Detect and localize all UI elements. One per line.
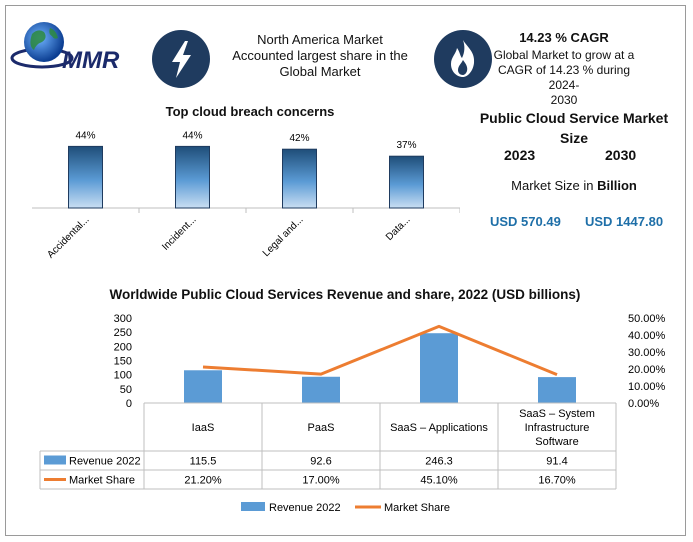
- logo-text: MMR: [62, 47, 120, 74]
- year-2030: 2030: [605, 147, 637, 163]
- table-category-header-line: Software: [535, 436, 578, 448]
- market-size-label-unit: Billion: [597, 178, 637, 193]
- revenue-bar: [302, 376, 340, 403]
- breach-bar: [282, 148, 317, 209]
- na-line3: Global Market: [279, 64, 361, 79]
- table-category-header: SaaS – System Infrastructure Software: [519, 408, 595, 448]
- y-right-tick-label: 50.00%: [628, 313, 666, 325]
- y-left-tick-label: 0: [126, 398, 132, 410]
- revenue-table-value: 92.6: [310, 456, 331, 468]
- y-left-tick-label: 50: [120, 384, 132, 396]
- lightning-icon-badge: [152, 30, 210, 88]
- infographic-frame: [5, 5, 686, 536]
- table-category-header: SaaS – Applications: [390, 422, 488, 434]
- y-left-tick-label: 100: [114, 370, 132, 382]
- breach-category-label: Incident...: [160, 214, 198, 252]
- market-size-title-line1: Public Cloud Service Market: [479, 110, 669, 126]
- cagr-title: 14.23 % CAGR: [519, 30, 609, 45]
- breach-category-label: Legal and...: [261, 214, 306, 259]
- value-2030: USD 1447.80: [585, 214, 664, 229]
- legend-revenue-swatch: [241, 502, 265, 511]
- y-right-tick-label: 20.00%: [628, 364, 666, 376]
- breach-category-label: Accidental...: [45, 214, 91, 260]
- table-category-header: PaaS: [308, 422, 335, 434]
- legend-share-label: Market Share: [384, 502, 450, 514]
- table-category-header: IaaS: [192, 422, 215, 434]
- revenue-share-chart: 300 250 200 150 100 50 0 50.00% 40.00% 30.00% 20.0…: [39, 313, 666, 514]
- cagr-line3: 2030: [550, 93, 578, 107]
- y-left-tick-label: 300: [114, 313, 132, 325]
- cagr-line2: CAGR of 14.23 % during 2024-: [497, 63, 631, 92]
- na-line1: North America Market: [257, 32, 383, 47]
- y-left-tick-label: 150: [114, 356, 132, 368]
- share-table-value: 21.20%: [184, 475, 222, 487]
- breach-data-label: 42%: [289, 133, 309, 144]
- market-size-title-line2: Size: [559, 130, 588, 146]
- market-share-line: [202, 324, 558, 376]
- share-row-label: Market Share: [69, 475, 135, 487]
- share-table-value: 45.10%: [420, 475, 458, 487]
- logo: MMR: [10, 16, 140, 76]
- revenue-table-value: 115.5: [190, 456, 217, 468]
- year-2023: 2023: [504, 147, 536, 163]
- market-size-label-prefix: Market Size in: [511, 178, 598, 193]
- y-left-tick-label: 250: [114, 327, 132, 339]
- revenue-legend-key: [44, 455, 66, 465]
- legend-revenue-label: Revenue 2022: [269, 502, 341, 514]
- cagr-line1: Global Market to grow at a: [493, 48, 635, 62]
- breach-bar: [175, 145, 210, 209]
- revenue-row-label: Revenue 2022: [69, 456, 141, 468]
- lightning-bolt-icon: [172, 41, 191, 78]
- table-category-header-line: IaaS: [192, 422, 215, 434]
- globe-icon: MMR: [10, 22, 120, 74]
- cagr-box: 14.23 % CAGR Global Market to grow at a …: [488, 30, 640, 108]
- y-right-tick-label: 10.00%: [628, 381, 666, 393]
- flame-icon-badge: [434, 30, 492, 88]
- table-category-header-line: PaaS: [308, 422, 335, 434]
- revenue-table-value: 91.4: [546, 456, 567, 468]
- share-table-value: 17.00%: [302, 475, 340, 487]
- value-2023: USD 570.49: [490, 214, 561, 229]
- breach-bar: [389, 155, 424, 209]
- breach-data-label: 44%: [75, 130, 95, 141]
- north-america-box: North America Market Accounted largest s…: [222, 32, 418, 80]
- breach-data-label: 44%: [182, 130, 202, 141]
- breach-concerns-chart: 44% Accidental... 44% Incident... 42% Legal a…: [32, 130, 460, 261]
- table-category-header-line: Infrastructure: [525, 422, 590, 434]
- breach-category-label: Data...: [384, 214, 413, 243]
- revenue-bar: [538, 377, 576, 403]
- market-size-title: Public Cloud Service Market Size: [470, 108, 678, 148]
- y-right-tick-label: 40.00%: [628, 330, 666, 342]
- revenue-bar: [184, 370, 222, 403]
- y-right-tick-label: 30.00%: [628, 347, 666, 359]
- share-table-value: 16.70%: [538, 475, 576, 487]
- revenue-bar: [420, 333, 458, 403]
- breach-data-label: 37%: [396, 140, 416, 151]
- revenue-chart-title: Worldwide Public Cloud Services Revenue …: [109, 287, 581, 302]
- y-right-tick-label: 0.00%: [628, 398, 659, 410]
- breach-chart-title: Top cloud breach concerns: [165, 104, 335, 119]
- table-category-header-line: SaaS – System: [519, 408, 595, 420]
- flame-icon: [451, 40, 475, 77]
- revenue-table-value: 246.3: [425, 456, 453, 468]
- y-left-tick-label: 200: [114, 341, 132, 353]
- breach-bar: [68, 145, 103, 209]
- na-line2: Accounted largest share in the: [232, 48, 408, 63]
- table-category-header-line: SaaS – Applications: [390, 422, 488, 434]
- market-size-label: Market Size in Billion: [470, 178, 678, 194]
